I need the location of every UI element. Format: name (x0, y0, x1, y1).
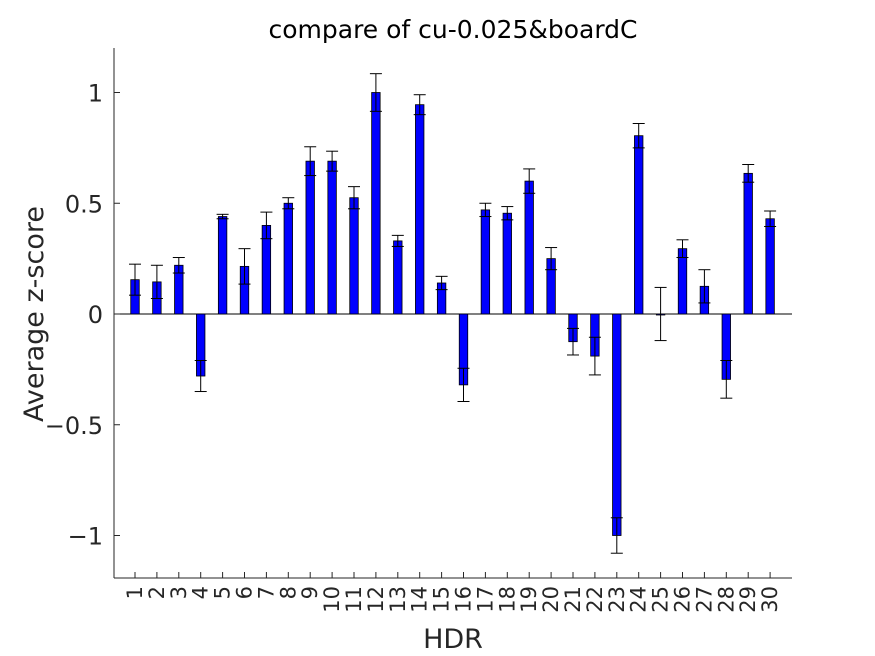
x-tick-label: 26 (671, 586, 695, 613)
x-tick-label: 9 (298, 586, 322, 599)
y-axis-label: Average z-score (19, 206, 50, 422)
bar-29 (743, 172, 753, 315)
x-tick-label: 4 (189, 586, 213, 599)
error-bars (129, 73, 777, 554)
x-tick-label: 11 (342, 586, 366, 613)
bar-30 (765, 218, 775, 315)
bar-12 (371, 92, 381, 315)
x-tick-label: 2 (145, 586, 169, 599)
x-ticks: 1234567891011121314151617181920212223242… (123, 572, 782, 613)
x-axis-label: HDR (423, 624, 483, 655)
bars (130, 92, 775, 536)
x-tick-label: 19 (517, 586, 541, 613)
chart-title: compare of cu-0.025&boardC (268, 15, 637, 44)
x-tick-label: 23 (605, 586, 629, 613)
x-tick-label: 18 (495, 586, 519, 613)
bar-8 (283, 202, 293, 315)
x-tick-label: 13 (386, 586, 410, 613)
x-tick-label: 21 (561, 586, 585, 613)
bar-19 (524, 180, 534, 315)
x-tick-label: 5 (211, 586, 235, 599)
x-tick-label: 8 (276, 586, 300, 599)
x-tick-label: 10 (320, 586, 344, 613)
x-tick-label: 16 (452, 586, 476, 613)
x-tick-label: 15 (430, 586, 454, 613)
x-tick-label: 29 (736, 586, 760, 613)
x-tick-label: 25 (649, 586, 673, 613)
plot-area: −1−0.500.51 1234567891011121314151617181… (45, 48, 792, 613)
y-tick-label: 0.5 (65, 190, 103, 218)
x-tick-label: 24 (627, 586, 651, 613)
x-tick-label: 28 (714, 586, 738, 613)
bar-18 (502, 212, 512, 315)
y-tick-label: −1 (68, 523, 103, 551)
bar-9 (305, 160, 315, 315)
bar-5 (217, 216, 228, 315)
x-tick-label: 27 (692, 586, 716, 613)
bar-14 (415, 104, 425, 315)
x-tick-label: 3 (167, 586, 191, 599)
y-tick-label: 1 (88, 80, 103, 108)
bar-17 (480, 209, 491, 315)
x-tick-label: 17 (473, 586, 497, 613)
x-tick-label: 14 (408, 586, 432, 613)
bar-26 (677, 248, 688, 315)
x-tick-label: 30 (758, 586, 782, 613)
x-tick-label: 6 (233, 586, 257, 599)
x-tick-label: 12 (364, 586, 388, 613)
bar-10 (327, 160, 337, 315)
bar-11 (349, 197, 359, 315)
y-tick-label: −0.5 (45, 412, 103, 440)
bar-24 (634, 135, 644, 315)
y-tick-label: 0 (88, 301, 103, 329)
x-tick-label: 7 (254, 586, 278, 599)
y-ticks: −1 −0.5 0 0.5 1 (45, 80, 120, 551)
x-tick-label: 22 (583, 586, 607, 613)
x-tick-label: 1 (123, 586, 147, 599)
bar-13 (393, 240, 403, 315)
x-tick-label: 20 (539, 586, 563, 613)
bar-23 (612, 313, 622, 536)
